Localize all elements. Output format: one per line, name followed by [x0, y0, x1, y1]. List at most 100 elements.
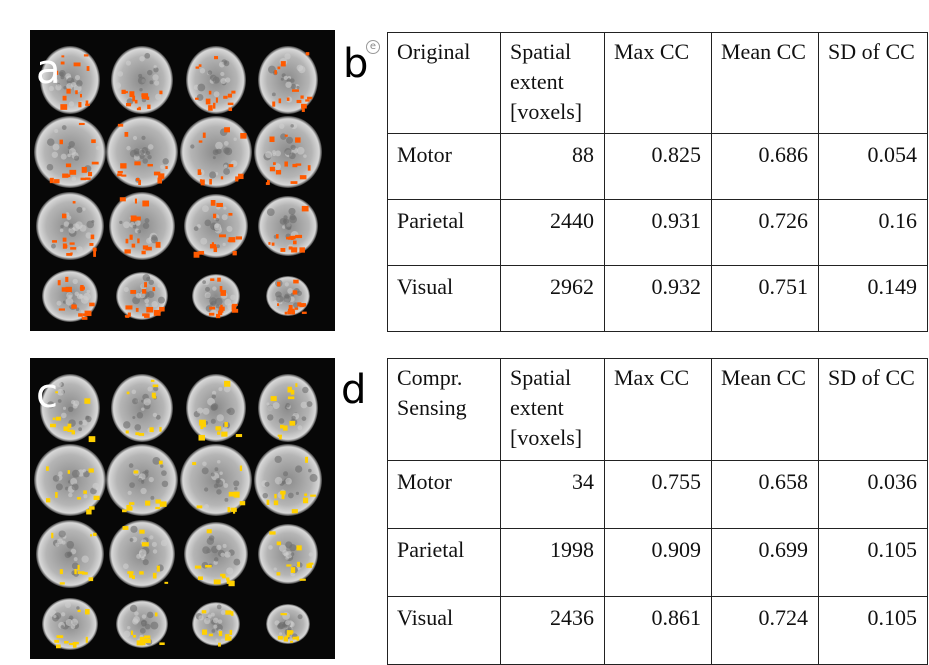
activation-voxel	[231, 308, 239, 313]
brain-slice	[186, 46, 246, 114]
brain-texture-speck	[55, 84, 62, 91]
brain-texture-speck	[214, 223, 222, 231]
brain-texture-speck	[265, 151, 273, 159]
activation-voxel	[147, 163, 153, 167]
brain-texture-speck	[223, 168, 230, 175]
brain-texture-speck	[149, 535, 154, 540]
activation-voxel	[84, 310, 92, 317]
brain-texture-speck	[202, 280, 207, 285]
brain-texture-speck	[128, 463, 134, 468]
activation-voxel	[219, 286, 223, 292]
brain-texture-speck	[218, 387, 223, 392]
brain-texture-speck	[221, 214, 228, 221]
brain-texture-speck	[212, 156, 216, 160]
activation-voxel	[89, 506, 95, 510]
brain-texture-speck	[146, 237, 153, 244]
brain-texture-speck	[290, 83, 297, 90]
activation-voxel	[159, 90, 163, 95]
activation-voxel	[152, 384, 159, 388]
activation-voxel	[288, 305, 293, 310]
brain-texture-speck	[134, 220, 141, 226]
activation-voxel	[280, 61, 286, 67]
brain-texture-speck	[147, 154, 152, 160]
brain-texture-speck	[76, 293, 83, 300]
activation-voxel	[217, 310, 223, 316]
activation-voxel	[66, 174, 71, 178]
brain-texture-speck	[66, 83, 73, 90]
activation-voxel	[156, 565, 160, 572]
activation-voxel	[90, 534, 93, 537]
brain-slice	[184, 522, 248, 587]
brain-texture-speck	[123, 630, 131, 638]
activation-voxel	[292, 163, 298, 168]
activation-voxel	[287, 310, 292, 315]
brain-slice	[111, 46, 173, 114]
brain-texture-speck	[224, 551, 231, 558]
activation-voxel	[277, 434, 282, 437]
brain-texture-speck	[150, 621, 159, 630]
table-compressed-sensing: Compr. Sensing Spatial extent [voxels] M…	[387, 358, 928, 665]
brain-texture-speck	[213, 91, 220, 98]
activation-voxel	[117, 170, 123, 174]
activation-voxel	[213, 102, 216, 109]
activation-voxel	[305, 52, 310, 56]
brain-texture-speck	[54, 128, 59, 134]
activation-voxel	[224, 127, 230, 133]
brain-texture-speck	[288, 152, 296, 160]
brain-texture-speck	[202, 407, 210, 415]
brain-texture-speck	[60, 625, 65, 629]
brain-texture-speck	[216, 244, 220, 249]
activation-voxel	[208, 633, 213, 637]
activation-voxel	[50, 423, 56, 428]
brain-texture-speck	[123, 421, 131, 429]
brain-texture-speck	[290, 124, 294, 128]
brain-texture-speck	[57, 399, 62, 403]
brain-texture-speck	[209, 74, 217, 81]
table-cell: 0.105	[818, 528, 928, 597]
table-cell: 0.755	[604, 460, 712, 529]
brain-texture-speck	[80, 309, 84, 314]
activation-voxel	[227, 507, 230, 513]
brain-texture-speck	[75, 221, 83, 229]
activation-voxel	[223, 95, 228, 99]
activation-voxel	[141, 93, 149, 99]
brain-texture-speck	[123, 287, 129, 293]
brain-texture-speck	[147, 386, 153, 392]
activation-voxel	[266, 179, 270, 185]
header-cell: Mean CC	[711, 32, 819, 134]
table-row: Motor 88 0.825 0.686 0.054	[387, 133, 928, 200]
brain-texture-speck	[220, 610, 226, 615]
activation-voxel	[192, 462, 197, 466]
activation-voxel	[131, 575, 135, 580]
activation-voxel	[195, 66, 200, 69]
activation-voxel	[164, 581, 169, 584]
brain-texture-speck	[284, 282, 289, 287]
brain-texture-speck	[223, 141, 229, 146]
activation-voxel	[276, 541, 282, 546]
brain-texture-speck	[82, 469, 86, 473]
activation-voxel	[228, 212, 233, 216]
activation-voxel	[129, 91, 135, 98]
brain-texture-speck	[147, 290, 155, 299]
header-cell: Max CC	[604, 32, 712, 134]
brain-texture-speck	[297, 614, 303, 620]
brain-texture-speck	[227, 407, 235, 416]
activation-voxel	[125, 238, 129, 244]
brain-texture-speck	[141, 135, 146, 140]
activation-voxel	[269, 166, 276, 172]
brain-texture-speck	[287, 492, 294, 499]
activation-voxel	[290, 389, 295, 395]
brain-slice	[184, 194, 248, 258]
activation-voxel	[195, 97, 199, 100]
activation-voxel	[217, 431, 221, 435]
activation-voxel	[93, 250, 96, 257]
activation-voxel	[74, 568, 77, 575]
brain-texture-speck	[80, 295, 89, 304]
activation-voxel	[290, 567, 296, 573]
brain-texture-speck	[145, 303, 149, 307]
brain-slice	[116, 272, 168, 320]
brain-texture-speck	[233, 558, 241, 566]
activation-voxel	[93, 495, 100, 501]
brain-texture-speck	[226, 567, 234, 575]
brain-texture-speck	[59, 228, 64, 233]
